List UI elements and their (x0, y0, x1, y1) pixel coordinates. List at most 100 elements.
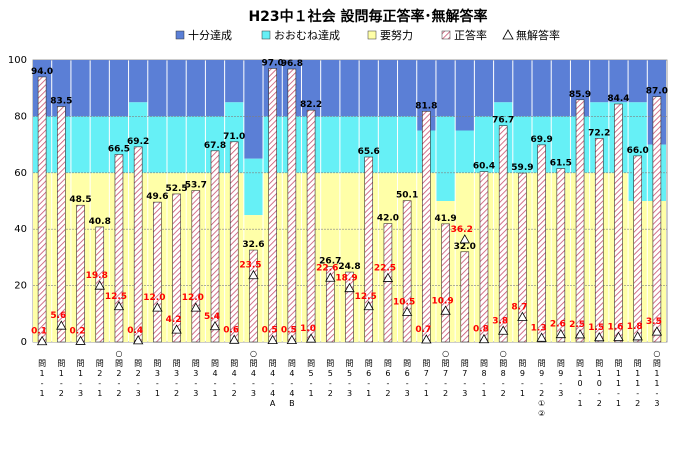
ytick-label-5: 100 (8, 55, 27, 66)
legend-swatch-2 (367, 30, 377, 40)
ytick-label-2: 40 (14, 224, 27, 235)
xtick-char: 問 (518, 359, 526, 368)
marker-noans-11 (248, 269, 259, 280)
xtick-char: 7 (424, 369, 429, 378)
bar-seitou-30 (614, 103, 623, 343)
xtick-char: 3 (251, 389, 256, 398)
xtick-label-20: 問7-1 (422, 359, 430, 398)
label-seitou-32: 87.0 (646, 87, 668, 97)
band-juubun-18 (378, 60, 398, 117)
xtick-char: 1 (577, 399, 582, 408)
band-juubun-2 (71, 60, 90, 117)
label-noans-3: 19.8 (86, 271, 108, 281)
bar-seitou-1 (57, 106, 66, 343)
band-juubun-5 (129, 60, 148, 103)
xtick-char: 問 (442, 359, 450, 368)
xtick-char: 2 (501, 389, 506, 398)
xtick-char: - (214, 379, 217, 388)
xtick-char: 1 (97, 389, 102, 398)
xtick-char: ○ (115, 349, 122, 358)
band-juubun-28 (570, 60, 590, 117)
label-noans-24: 3.8 (492, 316, 508, 326)
xtick-char: 問 (192, 359, 200, 368)
band-juubun-14 (301, 60, 321, 117)
xtick-char: 8 (481, 369, 486, 378)
label-seitou-4: 66.5 (108, 144, 130, 154)
marker-noans-3 (94, 280, 105, 290)
bar-seitou-6 (153, 201, 162, 343)
xtick-char: 問 (211, 359, 219, 368)
xtick-char: 5 (347, 369, 352, 378)
legend-swatch-1 (261, 30, 271, 40)
xtick-char: 問 (538, 359, 546, 368)
bar-seitou-11 (249, 249, 258, 343)
label-noans-4: 12.5 (105, 292, 127, 302)
xtick-char: 1 (78, 369, 83, 378)
band-oomune-27 (551, 116, 570, 173)
label-seitou-17: 65.6 (358, 147, 380, 157)
band-juubun-4 (109, 60, 129, 117)
xtick-char: 問 (173, 359, 181, 368)
xtick-label-10: 問4-2 (230, 359, 238, 398)
xtick-char: - (617, 389, 620, 398)
band-juubun-27 (551, 60, 570, 117)
xtick-char: 4 (289, 389, 294, 398)
xtick-char: 1 (424, 389, 429, 398)
plot-area: 94.0 0.1 83.5 5.6 48.5 0.2 40.8 19.8 66.5 12.5 69.… (31, 58, 668, 346)
marker-noans-1 (56, 320, 67, 330)
band-oomune-8 (186, 116, 205, 173)
ytick-label-4: 80 (14, 111, 27, 122)
marker-noans-12 (267, 334, 278, 344)
label-seitou-13: 96.8 (281, 59, 303, 69)
band-oomune-31 (628, 102, 647, 201)
xtick-char: - (579, 389, 582, 398)
band-juubun-9 (205, 60, 225, 117)
marker-noans-15 (325, 272, 336, 282)
xtick-char: 4 (270, 389, 275, 398)
xtick-label-12: 問4-4A (269, 359, 277, 408)
bar-seitou-24 (498, 125, 508, 343)
xtick-char: 問 (480, 359, 488, 368)
band-oomune-25 (513, 116, 532, 173)
xtick-char: 6 (385, 369, 390, 378)
xtick-char: 7 (443, 369, 448, 378)
xtick-char: - (444, 379, 447, 388)
xtick-char: - (540, 379, 543, 388)
xtick-label-5: 問2-3 (134, 359, 142, 398)
xtick-char: 1 (155, 389, 160, 398)
xtick-char: 1 (654, 369, 659, 378)
marker-noans-32 (651, 326, 663, 336)
xtick-char: - (483, 379, 486, 388)
xtick-char: - (118, 379, 121, 388)
bar-seitou-32 (652, 96, 662, 343)
band-juubun-1 (52, 60, 71, 117)
x-axis: 問1-1問1-2問1-3問2-1○問2-2問2-3問3-1問3-2問3-3問4-… (38, 349, 661, 418)
label-seitou-1: 83.5 (50, 97, 72, 107)
xtick-label-23: 問8-1 (480, 359, 488, 398)
xtick-char: 2 (232, 389, 237, 398)
xtick-char: ② (538, 409, 545, 418)
xtick-char: - (194, 379, 197, 388)
xtick-char: 問 (499, 359, 507, 368)
xtick-label-7: 問3-2 (173, 359, 181, 398)
marker-noans-18 (382, 272, 394, 282)
band-juubun-20 (417, 60, 436, 131)
xtick-char: 問 (384, 359, 392, 368)
band-juubun-15 (321, 60, 340, 117)
label-seitou-5: 69.2 (127, 137, 149, 147)
xtick-char: ① (538, 399, 545, 408)
xtick-label-17: 問6-1 (365, 359, 373, 398)
xtick-char: 2 (328, 389, 333, 398)
xtick-char: - (156, 379, 159, 388)
xtick-label-9: 問4-1 (211, 359, 219, 398)
bar-seitou-7 (172, 193, 181, 343)
band-oomune-2 (71, 116, 90, 173)
xtick-char: 問 (557, 359, 565, 368)
bar-seitou-26 (537, 144, 546, 343)
xtick-char: 0 (577, 379, 582, 388)
band-oomune-16 (340, 116, 359, 173)
xtick-char: 問 (403, 359, 411, 368)
marker-noans-8 (190, 302, 201, 312)
bar-seitou-23 (479, 171, 489, 343)
band-oomune-29 (590, 102, 609, 173)
